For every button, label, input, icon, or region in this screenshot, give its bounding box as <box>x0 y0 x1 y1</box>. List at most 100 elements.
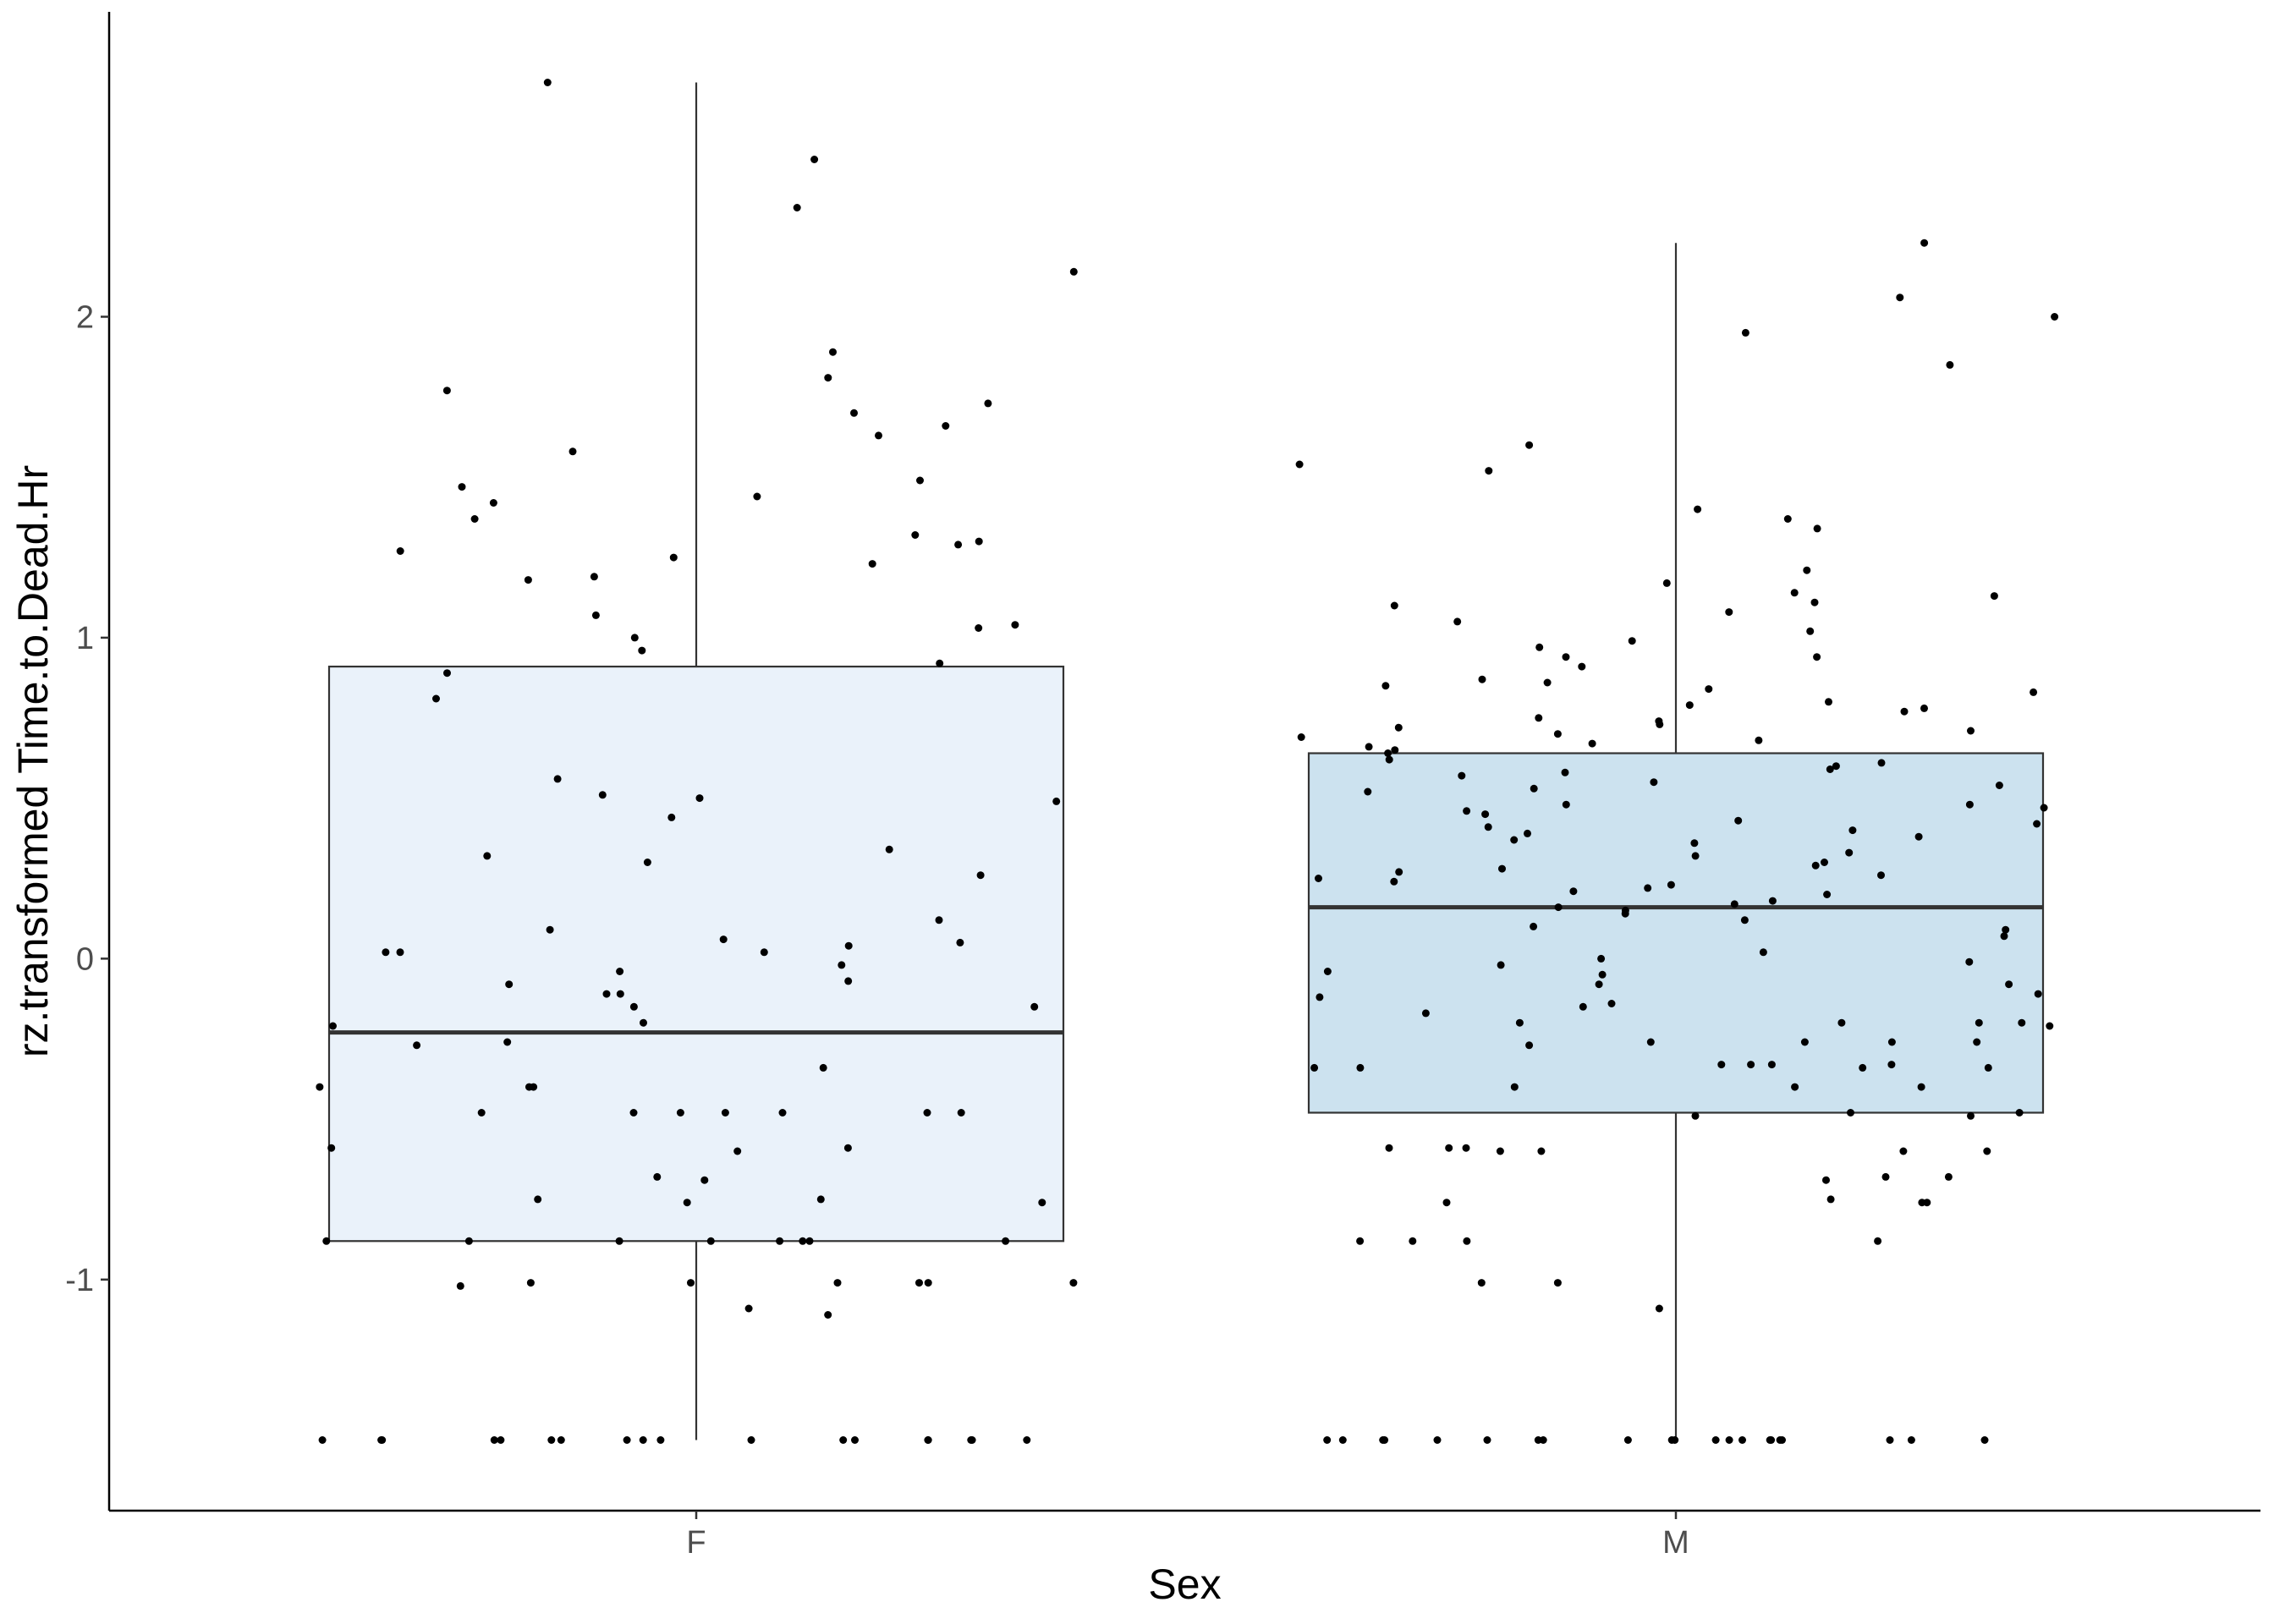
data-point <box>911 531 920 539</box>
data-point <box>924 1279 932 1287</box>
data-point <box>706 1237 715 1245</box>
data-point <box>1877 759 1886 767</box>
y-axis-title: rz.transformed Time.to.Dead.Hr <box>9 465 57 1057</box>
data-point <box>1537 1147 1546 1155</box>
data-point <box>640 1018 647 1027</box>
data-point <box>1525 441 1534 449</box>
data-point <box>316 1083 324 1091</box>
data-point <box>721 1109 729 1116</box>
data-point <box>1740 916 1749 924</box>
data-point <box>1323 1436 1332 1444</box>
data-point <box>1395 868 1403 876</box>
data-point <box>382 948 390 957</box>
data-point <box>1485 467 1493 475</box>
data-point <box>1822 1176 1830 1184</box>
data-point <box>322 1237 331 1245</box>
data-point <box>1365 743 1373 751</box>
data-point <box>851 1436 859 1444</box>
data-point <box>1023 1436 1031 1444</box>
data-point <box>1295 460 1304 469</box>
data-point <box>1607 1000 1616 1007</box>
boxes <box>327 665 2045 1243</box>
data-point <box>2040 804 2048 812</box>
data-point <box>1914 832 1923 841</box>
data-point <box>1944 1172 1953 1181</box>
data-point <box>1810 598 1819 606</box>
data-point <box>1690 839 1699 848</box>
data-point <box>700 1176 709 1184</box>
data-point <box>1847 1109 1854 1116</box>
data-point <box>924 1436 932 1444</box>
data-point <box>838 961 846 969</box>
data-point <box>1562 653 1570 661</box>
data-point <box>327 1144 336 1152</box>
data-point <box>1821 859 1828 866</box>
data-point <box>1767 1061 1776 1069</box>
data-point <box>2018 1018 2026 1027</box>
data-point <box>1390 601 1398 610</box>
data-point <box>1837 1018 1846 1027</box>
data-point <box>1338 1436 1347 1444</box>
data-point <box>1038 1199 1046 1207</box>
data-point <box>2033 820 2041 828</box>
data-point <box>1790 589 1799 597</box>
data-point <box>1791 1083 1799 1091</box>
data-point <box>1826 765 1834 773</box>
data-point <box>1778 1436 1786 1444</box>
data-point <box>490 1436 498 1444</box>
data-point <box>591 611 600 619</box>
data-point <box>1554 903 1563 912</box>
data-point <box>1364 787 1372 796</box>
data-point <box>1691 852 1700 860</box>
data-point <box>505 980 514 989</box>
data-point <box>875 431 882 440</box>
data-point <box>1002 1237 1010 1245</box>
data-point <box>824 1311 832 1319</box>
data-point <box>568 447 577 456</box>
data-point <box>503 1038 512 1046</box>
data-point <box>1030 1002 1039 1011</box>
data-point <box>733 1147 742 1155</box>
data-point <box>1535 714 1543 722</box>
data-point <box>629 1109 638 1116</box>
data-point <box>1628 637 1636 645</box>
data-point <box>760 948 768 957</box>
data-point <box>1553 1279 1562 1287</box>
data-point <box>824 374 832 382</box>
data-point <box>396 948 404 957</box>
y-tick-label: 0 <box>76 941 94 977</box>
data-point <box>1965 800 1974 809</box>
data-point <box>1874 1237 1882 1245</box>
data-point <box>1900 707 1909 716</box>
data-point <box>1662 579 1671 587</box>
data-point <box>687 1279 695 1287</box>
data-point <box>396 547 404 555</box>
data-point <box>442 387 451 395</box>
data-point <box>639 1436 647 1444</box>
data-point <box>1390 877 1398 886</box>
axes <box>107 12 2260 1512</box>
data-point <box>526 1279 535 1287</box>
data-point <box>615 1237 623 1245</box>
data-point <box>683 1199 691 1207</box>
data-point <box>805 1237 814 1245</box>
data-point <box>1530 784 1538 793</box>
data-point <box>1917 1083 1925 1091</box>
data-point <box>630 634 639 642</box>
data-point <box>1747 1061 1755 1069</box>
data-point <box>1825 698 1832 706</box>
data-point <box>1562 800 1570 809</box>
data-point <box>1588 739 1596 748</box>
data-point <box>1650 778 1658 787</box>
data-point <box>458 483 466 491</box>
data-point <box>598 791 607 799</box>
data-point <box>1741 328 1749 337</box>
data-point <box>1409 1237 1417 1245</box>
data-point <box>1315 875 1322 882</box>
data-point <box>915 1279 923 1287</box>
data-point <box>829 348 837 356</box>
data-point <box>1738 1436 1746 1444</box>
data-point <box>1646 1038 1655 1046</box>
data-point <box>2015 1109 2024 1116</box>
data-point <box>833 1279 842 1287</box>
